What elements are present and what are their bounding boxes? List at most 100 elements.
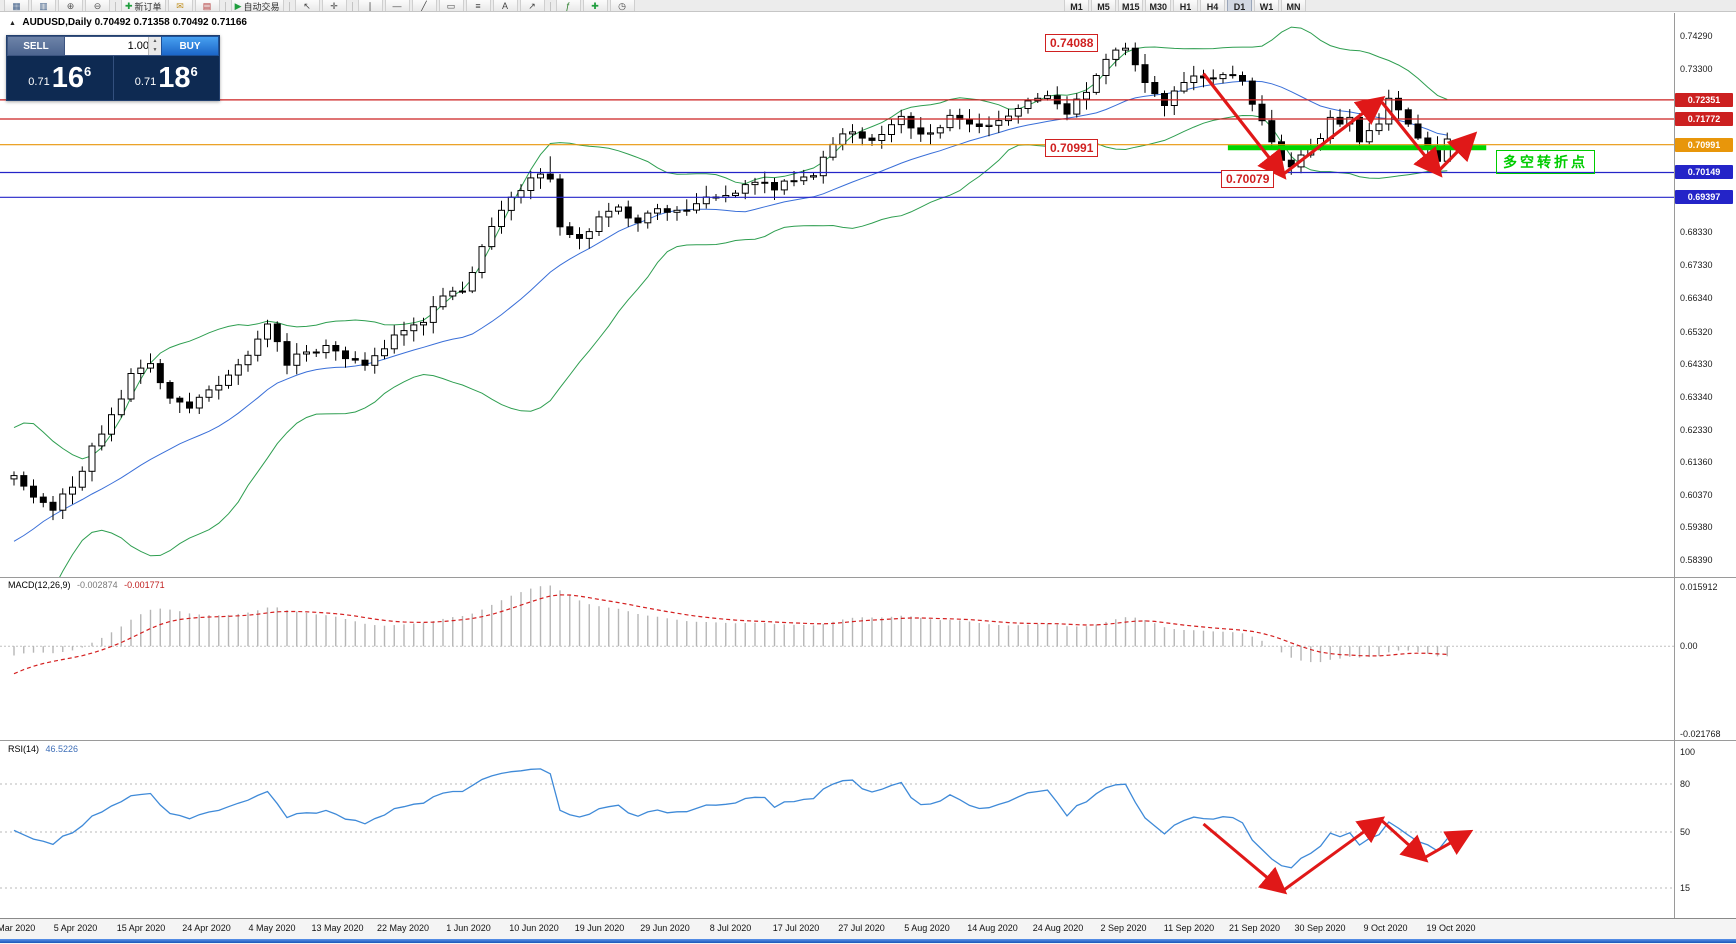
- volume-input[interactable]: [65, 37, 151, 55]
- main-chart-canvas[interactable]: [0, 12, 1674, 577]
- add-indicator-icon[interactable]: ✚: [582, 0, 608, 11]
- price-scale-label: 0.66340: [1680, 293, 1713, 303]
- bid-big-digits: 16: [51, 61, 84, 94]
- ask-pipette: 6: [190, 63, 198, 79]
- crosshair-icon[interactable]: ✛: [321, 0, 347, 11]
- cursor-icon[interactable]: ↖: [294, 0, 320, 11]
- rsi-trend-arrow[interactable]: [1424, 829, 1474, 859]
- fibonacci-icon[interactable]: ≡: [465, 0, 491, 11]
- panel-separator-macd-rsi[interactable]: [0, 740, 1736, 741]
- volume-decrease-button[interactable]: ▼: [149, 46, 161, 55]
- zoom-in-icon[interactable]: ⊕: [58, 0, 83, 11]
- one-click-prices: 0.71 16 6 0.71 18 6: [7, 56, 219, 100]
- price-divider: [112, 56, 114, 100]
- price-scale-marker: 0.70149: [1675, 165, 1733, 179]
- time-scale-label: 5 Aug 2020: [904, 923, 950, 933]
- time-scale-label: 13 May 2020: [311, 923, 364, 933]
- time-scale-label: 11 Sep 2020: [1163, 923, 1215, 933]
- sell-button[interactable]: SELL: [7, 36, 65, 56]
- rsi-value: 46.5226: [45, 744, 79, 754]
- trend-arrow[interactable]: [1380, 101, 1443, 178]
- timeframe-button-M30[interactable]: M30: [1145, 0, 1171, 11]
- panel-separator-chart-macd[interactable]: [0, 577, 1736, 578]
- volume-increase-button[interactable]: ▲: [149, 37, 161, 46]
- zoom-out-icon[interactable]: ⊖: [85, 0, 110, 11]
- trend-arrow[interactable]: [1438, 131, 1478, 172]
- vertical-line-icon[interactable]: ❘: [357, 0, 383, 11]
- price-scale-separator: [1674, 13, 1675, 918]
- buy-button[interactable]: BUY: [161, 36, 219, 56]
- time-scale-label: 17 Jul 2020: [772, 923, 820, 933]
- price-scale-label: 0.015912: [1680, 582, 1718, 592]
- volume-spinner: ▲ ▼: [148, 37, 161, 55]
- text-label-icon[interactable]: A: [492, 0, 518, 11]
- arrows-tool-icon[interactable]: ↗: [519, 0, 545, 11]
- timeframe-button-MN[interactable]: MN: [1281, 0, 1306, 11]
- macd-title: MACD(12,26,9): [8, 580, 71, 590]
- macd-panel-canvas[interactable]: [0, 578, 1674, 740]
- autotrading-button[interactable]: ▶ 自动交易: [230, 0, 284, 11]
- time-scale-label: 14 Aug 2020: [967, 923, 1018, 933]
- rsi-trend-arrow[interactable]: [1380, 819, 1429, 863]
- timeframe-button-M5[interactable]: M5: [1090, 0, 1116, 11]
- timeframe-button-W1[interactable]: W1: [1254, 0, 1279, 11]
- charts-grid-icon[interactable]: ▦: [4, 0, 29, 11]
- ask-big-digits: 18: [158, 61, 191, 94]
- one-click-trading-panel: SELL ▲ ▼ BUY 0.71 16 6 0.71 18 6: [6, 35, 220, 101]
- toolbar-separator: [549, 2, 551, 11]
- toolbar-separator: [351, 2, 353, 11]
- bollinger-lower-band: [59, 114, 1448, 577]
- symbol-ohlc-text: AUDUSD,Daily 0.70492 0.71358 0.70492 0.7…: [22, 17, 247, 28]
- tile-windows-icon[interactable]: ▥: [31, 0, 56, 11]
- macd-histogram: [13, 585, 1448, 663]
- timeframe-button-M1[interactable]: M1: [1063, 0, 1089, 11]
- chart-period-icon[interactable]: ◷: [609, 0, 635, 11]
- rsi-trend-arrow[interactable]: [1283, 816, 1386, 891]
- indicators-icon[interactable]: ƒ: [555, 0, 581, 11]
- timeframe-button-M15[interactable]: M15: [1117, 0, 1144, 11]
- horizontal-line-icon[interactable]: ―: [384, 0, 410, 11]
- main-toolbar: ▦ ▥ ⊕ ⊖ ✚ 新订单 ✉ ▤ ▶ 自动交易 ↖ ✛ ❘ ― ╱ ▭ ≡ A ↗ ƒ ✚ ◷ M1 M5 M15 M30 H1…: [0, 0, 1736, 12]
- price-scale-marker: 0.70991: [1675, 138, 1733, 152]
- toolbar-separator: [224, 2, 226, 11]
- price-scale-label: 0.59380: [1680, 522, 1713, 532]
- candles: [10, 42, 1451, 521]
- timeframe-button-D1[interactable]: D1: [1227, 0, 1252, 11]
- one-click-collapse-icon[interactable]: ▲: [9, 20, 16, 27]
- trend-arrow[interactable]: [1202, 72, 1287, 180]
- time-scale-label: 5 Apr 2020: [53, 923, 98, 933]
- toolbar-separator: [288, 2, 290, 11]
- new-order-button[interactable]: ✚ 新订单: [121, 0, 166, 11]
- price-callout-level[interactable]: 0.70991: [1045, 139, 1099, 157]
- macd-signal-line: [13, 594, 1448, 675]
- bollinger-upper-band: [13, 26, 1448, 460]
- price-scale-label: 50: [1680, 827, 1691, 837]
- trendline-icon[interactable]: ╱: [411, 0, 437, 11]
- time-scale-label: 15 Apr 2020: [116, 923, 166, 933]
- timeframe-button-H4[interactable]: H4: [1200, 0, 1225, 11]
- news-icon[interactable]: ▤: [194, 0, 220, 11]
- toolbar-separator: [115, 2, 116, 11]
- time-scale-label: 27 Jul 2020: [838, 923, 885, 933]
- price-scale-label: 15: [1680, 883, 1691, 893]
- mailbox-icon[interactable]: ✉: [167, 0, 193, 11]
- trend-arrow[interactable]: [1283, 96, 1386, 175]
- price-scale-label: 0.67330: [1680, 260, 1713, 270]
- price-callout-low[interactable]: 0.70079: [1221, 170, 1275, 188]
- price-scale-marker: 0.71772: [1675, 112, 1733, 126]
- equidistant-channel-icon[interactable]: ▭: [438, 0, 464, 11]
- time-scale-label: 30 Sep 2020: [1294, 923, 1346, 933]
- rsi-trend-arrow[interactable]: [1202, 822, 1288, 895]
- ask-prefix: 0.71: [134, 76, 157, 88]
- ask-price[interactable]: 0.71 18 6: [114, 56, 220, 100]
- price-scale-label: 0.00: [1680, 641, 1698, 651]
- price-scale-label: 0.68330: [1680, 227, 1713, 237]
- price-callout-high[interactable]: 0.74088: [1045, 34, 1099, 52]
- time-scale-label: 21 Sep 2020: [1228, 923, 1281, 933]
- price-scale[interactable]: 0.74290 0.73300 0.68330 0.67330 0.66340 0.653…: [1674, 0, 1736, 943]
- rsi-panel-canvas[interactable]: [0, 741, 1674, 917]
- price-scale-label: 100: [1680, 747, 1696, 757]
- timeframe-button-H1[interactable]: H1: [1173, 0, 1198, 11]
- annotation-text-cn[interactable]: 多空转折点: [1496, 150, 1595, 174]
- bid-price[interactable]: 0.71 16 6: [7, 56, 113, 100]
